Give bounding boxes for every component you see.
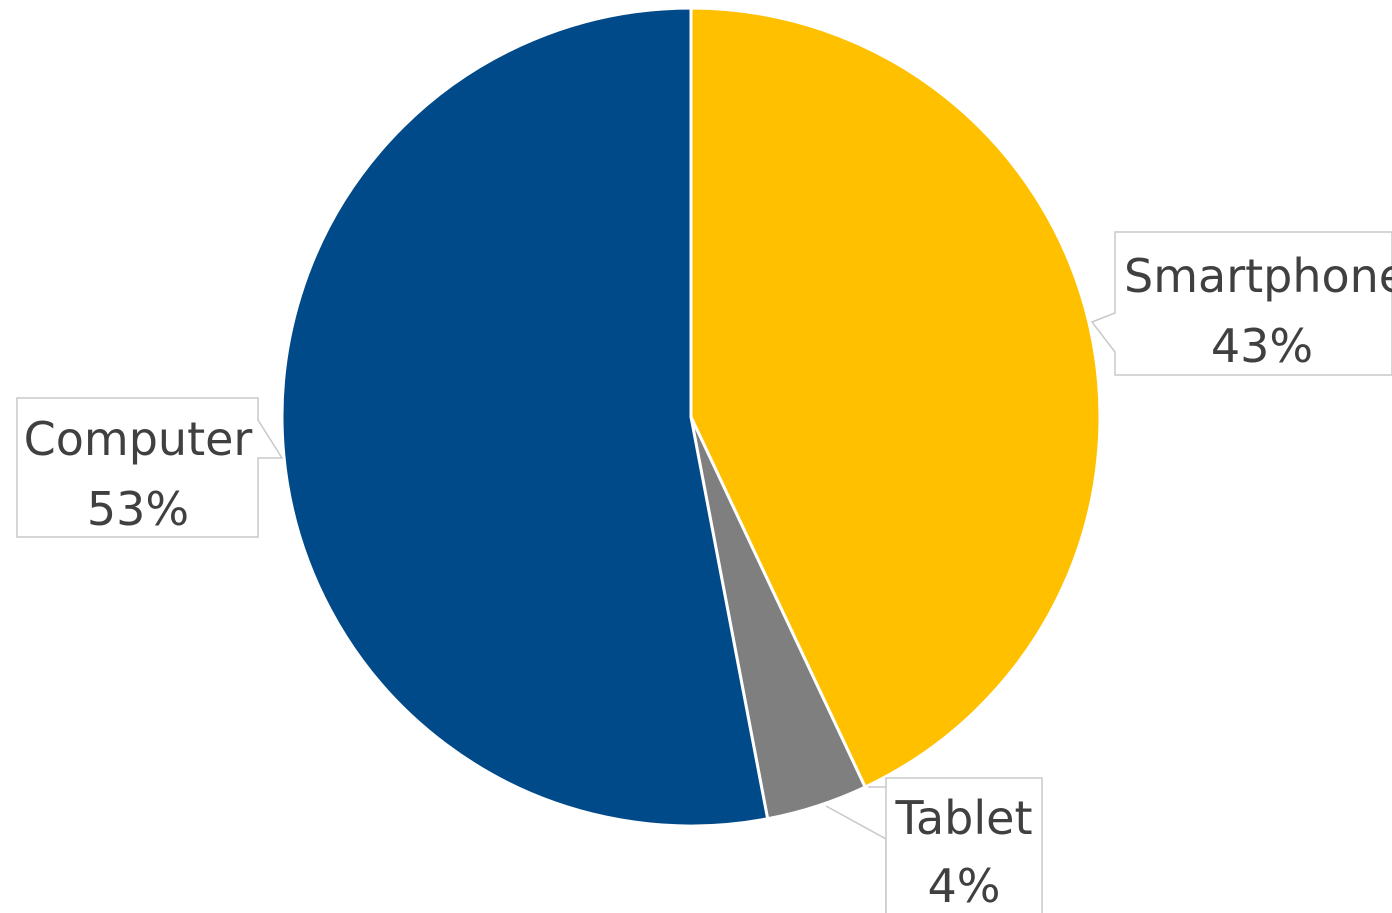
label-box-computer xyxy=(16,397,284,538)
slice-value-computer: 53% xyxy=(87,482,189,536)
leader-line-smartphone xyxy=(1090,231,1392,376)
data-label-smartphone: Smartphone 43% xyxy=(1090,231,1392,376)
slice-label-smartphone: Smartphone xyxy=(1124,249,1392,303)
pie-slice-smartphone xyxy=(689,6,1102,789)
slice-value-smartphone: 43% xyxy=(1211,319,1313,373)
data-label-computer: Computer 53% xyxy=(16,397,284,538)
leader-line-tablet xyxy=(825,805,887,913)
data-labels: Smartphone 43% Tablet 4% Computer 53% xyxy=(16,231,1392,913)
slice-value-tablet: 4% xyxy=(928,859,1001,913)
slice-label-computer: Computer xyxy=(24,412,253,466)
pie-slices xyxy=(280,6,1102,828)
pie-slice-computer xyxy=(280,6,770,828)
data-label-tablet: Tablet 4% xyxy=(825,777,1043,913)
slice-label-tablet: Tablet xyxy=(895,791,1033,845)
label-box-tablet xyxy=(885,777,1043,913)
